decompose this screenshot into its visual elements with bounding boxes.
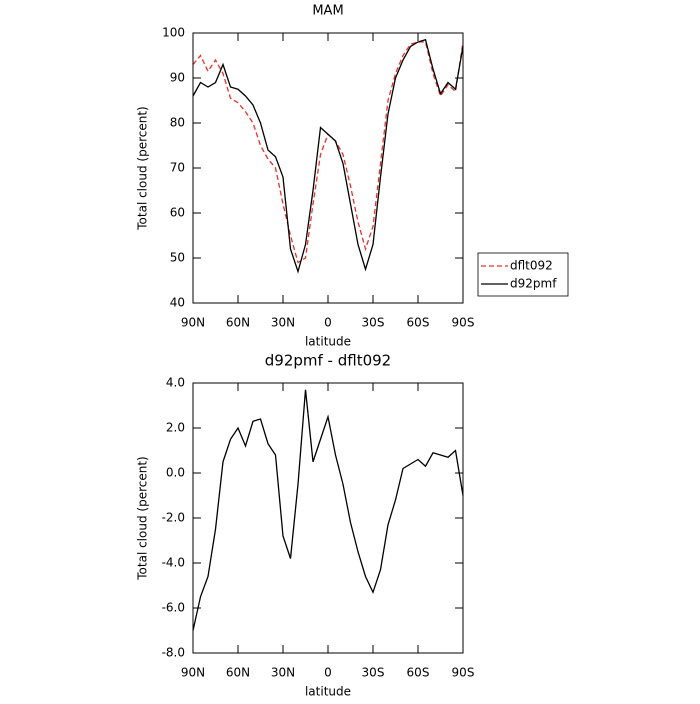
- y-axis-label: Total cloud (percent): [136, 456, 150, 580]
- data-line: [192, 38, 464, 274]
- y-tick-label: -4.0: [162, 556, 185, 570]
- x-tick-label: 30N: [271, 316, 295, 330]
- legend-label: d92pmf: [510, 277, 557, 291]
- x-tick-label: 60S: [407, 666, 430, 680]
- x-tick-label: 0: [324, 666, 332, 680]
- y-tick-label: 4.0: [166, 376, 185, 390]
- plot-frame: [192, 382, 464, 654]
- y-tick-label: 50: [170, 251, 185, 265]
- y-tick-label: 2.0: [166, 421, 185, 435]
- x-tick-label: 30S: [362, 666, 385, 680]
- x-tick-label: 60S: [407, 316, 430, 330]
- y-tick-label: -6.0: [162, 601, 185, 615]
- y-tick-label: 90: [170, 71, 185, 85]
- y-axis-label: Total cloud (percent): [136, 106, 150, 230]
- y-tick-label: 60: [170, 206, 185, 220]
- y-tick-label: 0.0: [166, 466, 185, 480]
- x-tick-label: 60N: [226, 316, 250, 330]
- x-tick-label: 0: [324, 316, 332, 330]
- x-tick-label: 90S: [452, 666, 475, 680]
- data-line: [192, 41, 464, 264]
- x-tick-label: 30N: [271, 666, 295, 680]
- legend-box: [477, 252, 569, 297]
- x-tick-label: 90N: [181, 316, 205, 330]
- x-axis-label: latitude: [305, 335, 351, 349]
- chart-title: MAM: [312, 4, 343, 19]
- x-axis-label: latitude: [305, 685, 351, 699]
- y-tick-label: 70: [170, 161, 185, 175]
- x-tick-label: 30S: [362, 316, 385, 330]
- y-tick-label: 40: [170, 296, 185, 310]
- y-tick-label: -8.0: [162, 646, 185, 660]
- x-tick-label: 60N: [226, 666, 250, 680]
- y-tick-label: 100: [162, 26, 185, 40]
- x-tick-label: 90N: [181, 666, 205, 680]
- y-tick-label: 80: [170, 116, 185, 130]
- plot-frame: [192, 32, 464, 304]
- data-line: [192, 389, 464, 631]
- chart-title: d92pmf - dflt092: [265, 352, 391, 370]
- x-tick-label: 90S: [452, 316, 475, 330]
- y-tick-label: -2.0: [162, 511, 185, 525]
- legend-label: dflt092: [510, 259, 553, 273]
